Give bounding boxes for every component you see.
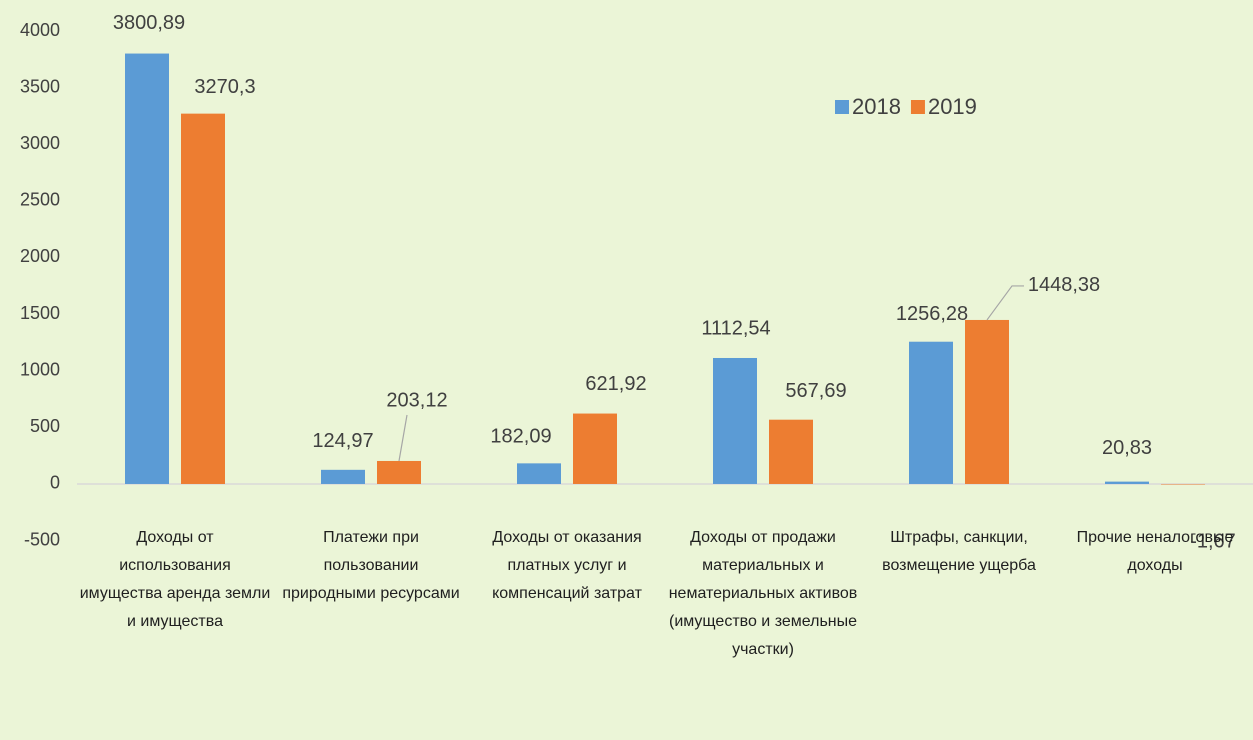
bar [517, 463, 561, 484]
bar [1105, 481, 1149, 484]
value-label: 124,97 [312, 430, 373, 452]
legend-label: 2018 [852, 94, 901, 119]
x-tick-label: Доходы от оказания платных услуг и компе… [492, 529, 642, 602]
bar [181, 113, 225, 484]
value-label: 1112,54 [701, 317, 770, 339]
value-label: 3270,3 [194, 76, 255, 98]
x-tick-label: Штрафы, санкции, возмещение ущерба [882, 529, 1036, 574]
x-tick-label: Доходы от использования имущества аренда… [79, 529, 271, 630]
bar [909, 341, 953, 484]
y-tick-label: 1500 [20, 303, 60, 323]
y-tick-label: -500 [24, 529, 60, 549]
y-tick-label: 2500 [20, 190, 60, 210]
value-label: 182,09 [490, 426, 551, 448]
bar [1161, 483, 1205, 485]
leader-line [398, 414, 408, 462]
x-tick-label: Прочие неналоговые доходы [1076, 529, 1234, 574]
y-tick-label: 500 [30, 416, 60, 436]
value-label: 1448,38 [1028, 274, 1100, 296]
value-label: 567,69 [785, 380, 846, 402]
x-tick-label: Доходы от продажи материальных и нематер… [668, 529, 858, 658]
bar [125, 53, 169, 484]
value-label: 20,83 [1102, 437, 1152, 459]
value-label: 3800,89 [113, 12, 185, 34]
leader-line [986, 285, 1024, 321]
y-tick-label: 3000 [20, 133, 60, 153]
value-label: 1256,28 [896, 303, 968, 325]
x-tick-label: Платежи при пользовании природными ресур… [282, 529, 460, 602]
y-tick-label: 3500 [20, 76, 60, 96]
bar [965, 319, 1009, 484]
y-tick-label: 0 [50, 473, 60, 493]
value-label: -1,67 [1190, 530, 1236, 552]
y-tick-label: 4000 [20, 20, 60, 40]
bar [377, 460, 421, 484]
value-label: 621,92 [585, 373, 646, 395]
legend-swatch [835, 100, 849, 114]
bar [713, 357, 757, 484]
y-tick-label: 2000 [20, 246, 60, 266]
bar [321, 469, 365, 484]
bar [573, 413, 617, 484]
legend-label: 2019 [928, 94, 977, 119]
bar [769, 419, 813, 484]
y-tick-label: 1000 [20, 359, 60, 379]
value-label: 203,12 [386, 389, 447, 411]
legend-swatch [910, 100, 925, 114]
